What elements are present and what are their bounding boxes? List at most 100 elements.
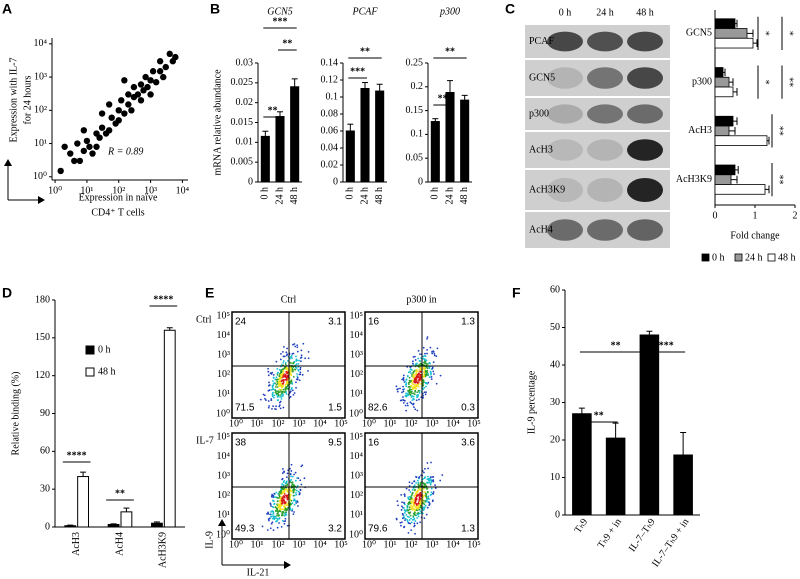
flow-column-label: p300 in	[406, 294, 436, 305]
scatter-point	[137, 81, 145, 88]
flow-event	[287, 488, 289, 491]
y-tick-label: 0.01	[236, 137, 254, 148]
flow-event	[422, 478, 424, 480]
flow-event	[416, 494, 419, 497]
flow-event	[299, 488, 302, 491]
scatter-point	[121, 77, 128, 84]
flow-event	[416, 502, 419, 505]
flow-event	[286, 367, 288, 370]
flow-event	[419, 353, 421, 356]
blot-band	[627, 219, 663, 241]
flow-event	[284, 494, 287, 497]
flow-event	[417, 375, 420, 378]
flow-event	[402, 379, 405, 381]
flow-event	[406, 504, 409, 507]
flow-event	[282, 495, 285, 498]
scatter-point	[105, 127, 113, 134]
flow-event	[297, 363, 300, 365]
flow-tick-label: 10³	[426, 539, 439, 550]
x-tick-label: 48 h	[289, 187, 300, 205]
flow-event	[416, 517, 418, 519]
x-tick-label: 24 h	[359, 187, 370, 205]
flow-event	[416, 383, 418, 386]
flow-event	[278, 492, 281, 494]
flow-event	[293, 343, 296, 345]
flow-event	[412, 386, 414, 389]
flow-event	[417, 385, 420, 388]
flow-event	[262, 393, 265, 396]
flow-tick-label: 10¹	[217, 510, 230, 521]
flow-event	[411, 498, 414, 501]
flow-event	[413, 522, 416, 525]
flow-event	[273, 492, 276, 495]
blot-column-label: 24 h	[596, 7, 614, 18]
y-axis-label: IL-9 percentage	[526, 370, 537, 434]
flow-event	[405, 385, 408, 388]
bar	[714, 115, 734, 127]
flow-event	[410, 384, 413, 387]
flow-tick-label: 10²	[217, 369, 230, 380]
flow-event	[281, 472, 284, 474]
flow-event	[274, 378, 277, 381]
flow-event	[282, 350, 284, 353]
flow-event	[270, 515, 273, 518]
flow-event	[431, 476, 434, 478]
scatter-point	[147, 91, 154, 98]
flow-event	[279, 384, 282, 387]
flow-event	[405, 382, 408, 384]
flow-event	[408, 391, 411, 394]
flow-event	[412, 508, 414, 511]
flow-event	[282, 390, 285, 393]
flow-event	[409, 370, 411, 373]
flow-event	[295, 500, 297, 503]
flow-event	[293, 360, 296, 363]
flow-event	[290, 355, 293, 357]
flow-event	[297, 505, 299, 507]
flow-event	[276, 526, 279, 529]
flow-tick-label: 10⁰	[216, 408, 230, 419]
flow-event	[428, 501, 431, 504]
bar	[445, 92, 455, 183]
flow-event	[424, 362, 426, 365]
y-tick-label: 90	[40, 408, 50, 419]
flow-event	[425, 366, 428, 369]
flow-event	[286, 385, 289, 388]
significance-label: ****	[67, 450, 87, 461]
flow-event	[272, 376, 275, 379]
flow-event	[433, 354, 436, 357]
significance-label: **	[594, 410, 604, 421]
flow-event	[419, 521, 422, 524]
bar	[714, 86, 734, 98]
flow-tick-label: 10⁰	[362, 418, 376, 429]
flow-event	[417, 489, 420, 491]
flow-tick-label: 10¹	[217, 389, 230, 400]
y-tick-label: 10⁴	[34, 38, 48, 49]
flow-event	[430, 491, 433, 494]
flow-tick-label: 10¹	[251, 539, 264, 550]
flow-tick-label: 10⁴	[446, 418, 460, 429]
flow-tick-label: 10⁰	[349, 408, 363, 419]
flow-event	[273, 394, 276, 397]
flow-event	[269, 527, 272, 530]
blot-band	[547, 104, 583, 124]
flow-event	[423, 507, 426, 510]
flow-event	[414, 511, 416, 514]
chart-title: GCN5	[267, 6, 293, 17]
flow-event	[275, 408, 277, 411]
quadrant-value: 1.5	[328, 403, 342, 414]
flow-event	[292, 352, 295, 355]
quadrant-value: 49.3	[235, 524, 255, 535]
x-tick-label: 48 h	[459, 187, 470, 205]
blot-band	[547, 219, 583, 241]
flow-event	[277, 513, 280, 516]
flow-event	[285, 381, 288, 384]
flow-event	[275, 383, 278, 386]
flow-event	[295, 363, 298, 366]
legend-label: 24 h	[745, 252, 763, 263]
flow-tick-label: 10⁴	[446, 539, 460, 550]
flow-event	[416, 370, 419, 373]
scatter-point	[121, 110, 128, 117]
flow-event	[290, 478, 293, 481]
flow-event	[407, 532, 410, 534]
scatter-point	[105, 101, 113, 108]
